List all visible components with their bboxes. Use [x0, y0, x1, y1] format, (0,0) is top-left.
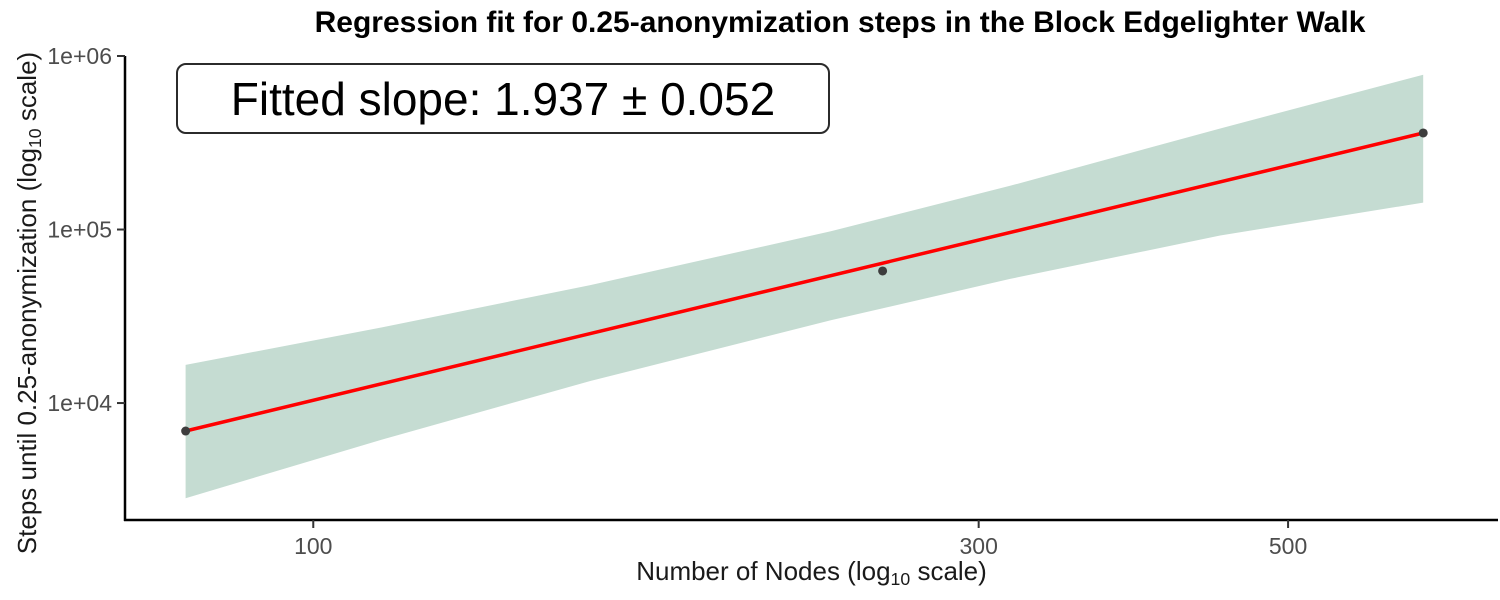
x-tick-label: 100 [294, 533, 332, 559]
data-point [1418, 128, 1428, 138]
x-axis-title-text: Number of Nodes (log [636, 556, 891, 586]
y-axis-title: Steps until 0.25-anonymization (log10 sc… [12, 3, 45, 600]
x-axis-title: Number of Nodes (log10 scale) [125, 556, 1498, 590]
data-point [878, 266, 888, 276]
y-tick-label: 1e+06 [47, 43, 112, 69]
y-axis-title-subscript: 10 [24, 128, 45, 149]
x-tick-label: 300 [959, 533, 997, 559]
confidence-ribbon [185, 74, 1424, 499]
y-axis-title-text-end: scale) [12, 51, 42, 129]
y-tick-label: 1e+05 [47, 217, 112, 243]
y-tick-label: 1e+04 [47, 390, 112, 416]
slope-annotation-box: Fitted slope: 1.937 ± 0.052 [176, 63, 830, 134]
x-axis-title-text-end: scale) [910, 556, 987, 586]
fit-line [183, 131, 1425, 433]
slope-annotation-text: Fitted slope: 1.937 ± 0.052 [230, 72, 776, 125]
data-point [181, 426, 191, 436]
x-tick-label: 500 [1269, 533, 1307, 559]
plot-title: Regression fit for 0.25-anonymization st… [314, 6, 1366, 39]
x-axis-title-subscript: 10 [890, 568, 911, 589]
y-axis-title-text: Steps until 0.25-anonymization (log [12, 148, 42, 555]
